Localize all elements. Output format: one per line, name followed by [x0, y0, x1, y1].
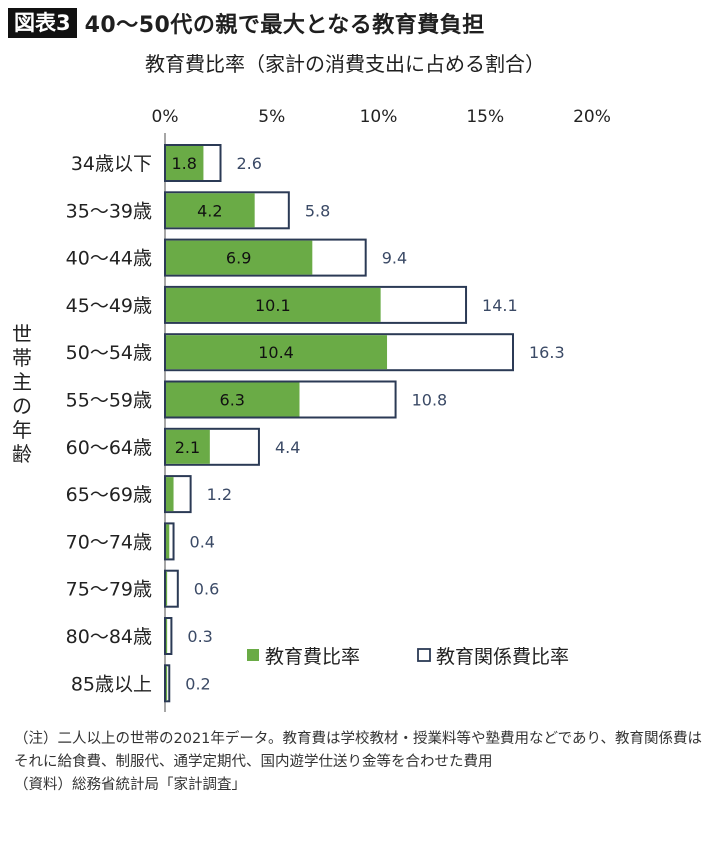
source-text: （資料）総務省統計局「家計調査」	[14, 777, 246, 793]
category-label: 45〜49歳	[66, 295, 152, 317]
bar-value-label-education: 2.1	[175, 438, 200, 457]
bar-value-label-education: 10.1	[255, 296, 291, 315]
category-label: 50〜54歳	[66, 342, 152, 364]
bar-value-label-related: 10.8	[412, 391, 448, 410]
bar-education	[166, 619, 168, 653]
bar-education	[166, 524, 170, 559]
bar-education-related	[164, 664, 171, 703]
y-axis-title-char: 年	[12, 418, 32, 442]
x-tick-label: 20%	[573, 107, 611, 127]
bar-education	[166, 240, 313, 275]
bar-value-label-related: 14.1	[482, 296, 518, 315]
x-tick-label: 5%	[258, 107, 285, 127]
chart-title: 教育費比率（家計の消費支出に占める割合）	[145, 52, 545, 76]
y-axis-title-char: 世	[12, 322, 32, 346]
category-label: 40〜44歳	[66, 248, 152, 270]
category-label: 75〜79歳	[66, 579, 152, 601]
y-axis-title-char: 帯	[12, 346, 32, 370]
category-label: 65〜69歳	[66, 484, 152, 506]
category-label: 85歳以上	[71, 673, 152, 695]
figure-header: 図表3 40〜50代の親で最大となる教育費負担	[8, 6, 485, 40]
legend-label-education: 教育費比率	[265, 646, 360, 668]
category-label: 80〜84歳	[66, 626, 152, 648]
x-tick-label: 0%	[152, 107, 179, 127]
figure-title: 40〜50代の親で最大となる教育費負担	[84, 13, 485, 38]
bar-value-label-education: 1.8	[171, 154, 196, 173]
bar-value-label-related: 16.3	[529, 343, 565, 362]
x-tick-label: 15%	[466, 107, 504, 127]
bar-value-label-related: 9.4	[382, 249, 407, 268]
bar-education	[166, 571, 168, 606]
bar-value-label-related: 0.6	[194, 580, 219, 599]
bar-education	[166, 382, 300, 417]
bar-education	[166, 287, 381, 322]
bar-education	[166, 429, 210, 464]
bar-value-label-related: 2.6	[237, 154, 262, 173]
bar-education	[166, 146, 204, 180]
bar-education	[166, 335, 388, 370]
category-label: 34歳以下	[71, 153, 152, 175]
bar-education	[166, 193, 255, 228]
legend-swatch-education	[247, 649, 259, 661]
bar-value-label-related: 0.4	[190, 532, 215, 551]
y-axis-title-char: 主	[12, 370, 32, 394]
bar-value-label-related: 1.2	[207, 485, 232, 504]
category-label: 60〜64歳	[66, 437, 152, 459]
bar-education-related	[164, 617, 173, 655]
note-text: （注）二人以上の世帯の2021年データ。教育費は学校教材・授業料等や塾費用などで…	[14, 731, 702, 770]
legend-label-related: 教育関係費比率	[436, 646, 569, 668]
bar-education-related	[164, 569, 179, 608]
bar-education	[166, 477, 174, 512]
bar-value-label-related: 4.4	[275, 438, 300, 457]
legend-swatch-related	[417, 648, 431, 662]
figure-label-badge: 図表3	[8, 8, 77, 38]
bar-chart: 0% 5% 10% 15% 20% 34歳以下 1.8 2.6 35〜39歳 4.2 5.8 40〜4…	[12, 107, 611, 712]
bar-value-label-related: 0.2	[185, 674, 210, 693]
category-label: 55〜59歳	[66, 390, 152, 412]
bar-value-label-education: 6.9	[226, 249, 251, 268]
x-tick-label: 10%	[360, 107, 398, 127]
bar-value-label-education: 4.2	[197, 201, 222, 220]
bar-value-label-education: 6.3	[220, 391, 245, 410]
y-axis-title-char: の	[12, 394, 32, 418]
bar-value-label-related: 0.3	[187, 627, 212, 646]
bar-education	[166, 666, 168, 701]
y-axis-title-char: 齢	[12, 442, 32, 466]
bar-value-label-related: 5.8	[305, 201, 330, 220]
category-label: 70〜74歳	[66, 531, 152, 553]
bar-value-label-education: 10.4	[258, 343, 294, 362]
category-label: 35〜39歳	[66, 200, 152, 222]
notes: （注）二人以上の世帯の2021年データ。教育費は学校教材・授業料等や塾費用などで…	[14, 728, 704, 797]
